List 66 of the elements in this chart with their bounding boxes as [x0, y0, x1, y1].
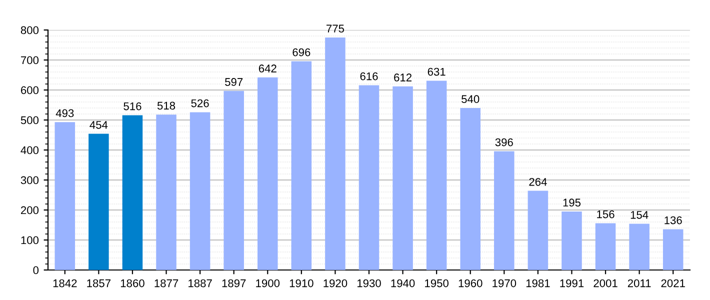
bar — [595, 223, 616, 270]
x-tick-label: 1857 — [87, 279, 110, 288]
data-label: 516 — [124, 102, 142, 110]
x-tick-label: 1887 — [188, 279, 212, 288]
data-label: 195 — [563, 198, 581, 207]
bar — [528, 190, 548, 270]
bar — [629, 224, 650, 270]
data-label: 264 — [529, 178, 547, 186]
data-label: 616 — [360, 72, 378, 80]
data-label: 518 — [157, 102, 176, 110]
y-tick-label: 100 — [21, 236, 39, 244]
y-tick-label: 500 — [20, 116, 39, 124]
data-label: 631 — [428, 68, 446, 76]
bar — [392, 86, 413, 270]
data-label: 642 — [258, 64, 276, 72]
x-tick-label: 1950 — [425, 279, 449, 288]
bar — [156, 114, 176, 270]
x-tick-label: 1930 — [357, 279, 381, 288]
data-label: 493 — [56, 109, 74, 118]
bar — [190, 112, 210, 270]
x-tick-label: 1970 — [492, 279, 516, 288]
bar — [257, 77, 278, 270]
bar — [54, 122, 76, 270]
data-label: 775 — [326, 24, 344, 33]
x-tick-label: 2001 — [594, 279, 618, 288]
data-label: 136 — [664, 216, 682, 224]
x-tick-label: 1981 — [526, 279, 550, 288]
x-tick-label: 1842 — [53, 279, 77, 288]
bar — [358, 85, 380, 270]
bar — [426, 80, 447, 270]
y-tick-label: 800 — [20, 26, 39, 34]
bar — [291, 61, 312, 270]
x-tick-label: 1877 — [154, 279, 178, 288]
data-label: 396 — [495, 138, 513, 146]
data-label: 526 — [191, 99, 209, 108]
bar — [325, 38, 346, 270]
data-label: 156 — [597, 210, 614, 218]
y-tick-label: 0 — [33, 266, 39, 274]
x-tick-label: 2011 — [628, 279, 651, 288]
data-label: 612 — [394, 74, 412, 82]
data-label: 154 — [630, 211, 648, 219]
x-tick-label: 1860 — [120, 279, 144, 288]
y-tick-label: 200 — [20, 206, 39, 214]
y-tick-label: 600 — [21, 86, 39, 94]
x-tick-label: 1920 — [324, 279, 348, 288]
x-tick-label: 1960 — [458, 279, 482, 288]
x-tick-label: 1910 — [290, 279, 314, 288]
bar — [88, 134, 109, 270]
x-tick-label: 1897 — [222, 279, 246, 288]
bar — [562, 212, 582, 270]
x-tick-label: 1940 — [391, 279, 415, 288]
x-tick-label: 1900 — [256, 279, 280, 288]
bar — [460, 108, 481, 270]
y-tick-label: 300 — [20, 176, 39, 184]
y-tick-label: 700 — [21, 56, 39, 64]
bar — [122, 115, 143, 270]
bar — [224, 90, 244, 270]
y-tick-label: 400 — [20, 146, 39, 154]
data-label: 597 — [225, 78, 243, 86]
data-label: 454 — [90, 121, 108, 129]
data-label: 540 — [462, 95, 480, 104]
bar — [662, 229, 684, 270]
data-label: 696 — [292, 48, 310, 56]
bar — [494, 151, 514, 270]
x-tick-label: 2021 — [661, 279, 685, 288]
x-tick-label: 1991 — [560, 279, 584, 288]
